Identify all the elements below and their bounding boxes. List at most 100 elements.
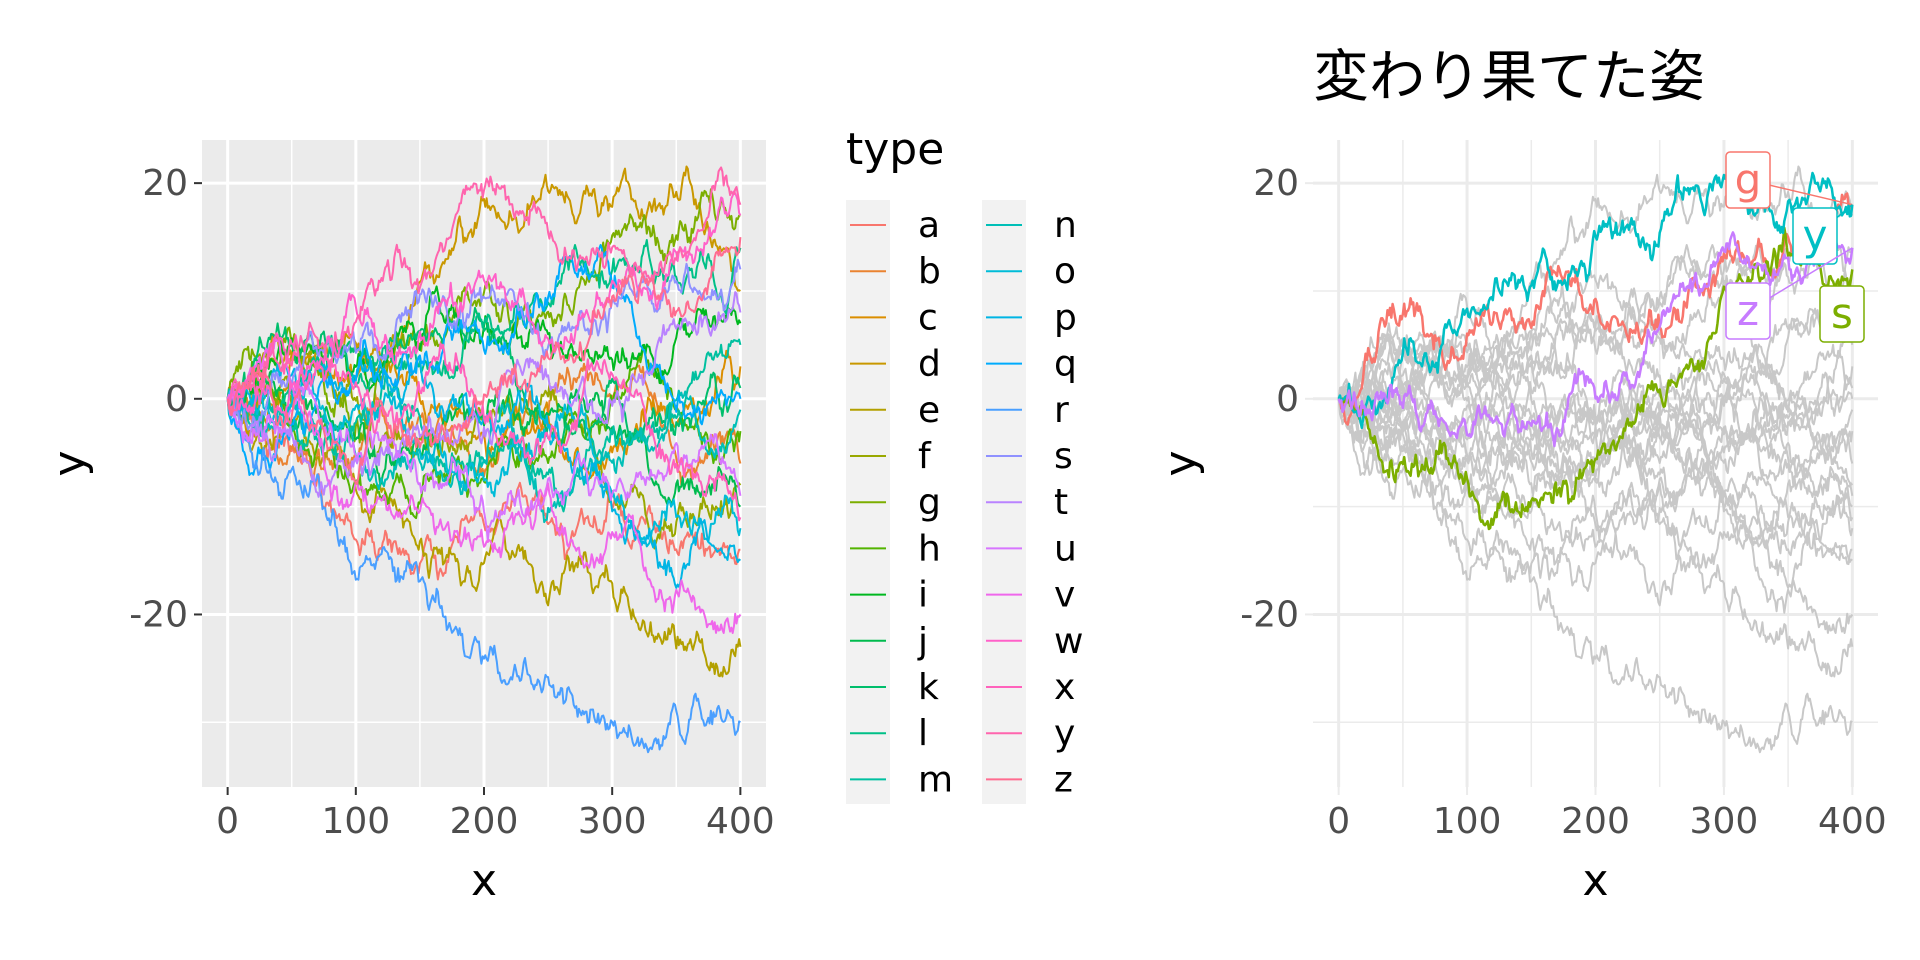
legend-item-m: m	[850, 759, 953, 800]
left-series-lines	[226, 165, 742, 754]
right-series-labels: g syz	[1725, 151, 1865, 343]
x-tick-label: 0	[1327, 801, 1350, 842]
legend-item-b: b	[850, 251, 941, 292]
x-tick-label: 300	[1690, 801, 1759, 842]
y-tick-label: 0	[165, 379, 188, 420]
x-tick-label: 300	[578, 801, 647, 842]
legend-item-t: t	[986, 482, 1068, 523]
legend-item-e: e	[850, 390, 940, 431]
series-line-z	[226, 237, 742, 485]
legend-label: m	[918, 759, 953, 800]
left-x-axis-title: x	[471, 855, 497, 906]
legend-item-i: i	[850, 575, 928, 616]
legend-label: d	[918, 344, 941, 385]
background-line-o	[1338, 376, 1854, 548]
series-line-v	[226, 335, 742, 634]
series-line-y	[226, 166, 742, 416]
background-line-x	[1337, 332, 1854, 522]
label-box-s	[1819, 285, 1865, 343]
legend-item-o: o	[986, 251, 1076, 292]
legend-item-p: p	[986, 297, 1077, 338]
legend-label: q	[1054, 344, 1077, 385]
legend-label: z	[1054, 759, 1073, 800]
legend-label: g	[918, 482, 941, 523]
label-box-g	[1725, 151, 1771, 209]
legend-item-r: r	[986, 390, 1069, 431]
highlight-line-z	[1337, 231, 1854, 448]
x-tick-label: 100	[321, 801, 390, 842]
legend-label: r	[1054, 390, 1069, 431]
legend-label: e	[918, 390, 940, 431]
legend-title: type	[846, 124, 944, 175]
legend-item-x: x	[986, 667, 1075, 708]
left-y-axis-title: y	[44, 450, 95, 476]
y-tick-label: -20	[1240, 594, 1299, 635]
legend-label: s	[1054, 436, 1073, 477]
legend-item-v: v	[986, 575, 1075, 616]
left-x-axis-ticks: 0 100 200 300 400	[216, 787, 775, 842]
legend-item-h: h	[850, 528, 941, 569]
label-box-z	[1725, 282, 1771, 340]
legend-item-f: f	[850, 436, 932, 477]
legend-label: l	[918, 713, 928, 754]
background-line-v	[1337, 335, 1854, 634]
legend-label: n	[1054, 205, 1077, 246]
x-tick-label: 400	[1818, 801, 1887, 842]
series-line-s	[226, 258, 742, 435]
legend-item-d: d	[850, 344, 941, 385]
series-label-z: z	[1737, 286, 1759, 335]
legend-item-c: c	[850, 297, 938, 338]
legend-label: a	[918, 205, 940, 246]
series-label-s: s	[1831, 289, 1853, 338]
right-y-axis-ticks: -20 0 20	[1240, 163, 1313, 635]
x-tick-label: 200	[450, 801, 519, 842]
right-x-axis-ticks: 0 100 200 300 400	[1327, 787, 1887, 842]
legend-label: y	[1054, 713, 1075, 754]
legend-label: o	[1054, 251, 1076, 292]
series-label-g: g	[1735, 155, 1762, 204]
y-tick-label: 20	[1253, 163, 1299, 204]
legend-label: v	[1054, 575, 1075, 616]
x-tick-label: 200	[1561, 801, 1630, 842]
legend-item-w: w	[986, 621, 1083, 662]
legend-item-n: n	[986, 205, 1077, 246]
series-line-l	[226, 239, 742, 432]
x-tick-label: 0	[216, 801, 239, 842]
right-chart-title: 変わり果てた姿	[1313, 45, 1705, 110]
chart-all-series: 0 100 200 300 400 -20 0 20 x y	[44, 140, 775, 906]
legend-item-u: u	[986, 528, 1077, 569]
label-box-y	[1792, 207, 1838, 265]
legend-label: x	[1054, 667, 1075, 708]
legend-item-g: g	[850, 482, 941, 523]
right-y-axis-title: y	[1155, 450, 1206, 476]
series-line-x	[226, 332, 742, 522]
background-line-k	[1337, 306, 1854, 449]
x-tick-label: 100	[1433, 801, 1502, 842]
left-y-axis-ticks: -20 0 20	[129, 163, 202, 635]
legend-label: c	[918, 297, 938, 338]
legend-label: t	[1054, 482, 1068, 523]
series-line-o	[227, 376, 742, 548]
legend-item-q: q	[986, 344, 1077, 385]
legend-item-y: y	[986, 713, 1075, 754]
legend-label: h	[918, 528, 941, 569]
y-tick-label: 0	[1276, 379, 1299, 420]
legend-label: i	[918, 575, 928, 616]
series-line-e	[227, 397, 742, 678]
series-line-t	[226, 291, 742, 498]
legend-label: f	[918, 436, 932, 477]
series-line-u	[226, 381, 742, 541]
background-line-j	[1337, 370, 1853, 508]
series-line-j	[226, 370, 742, 508]
legend-item-l: l	[850, 713, 928, 754]
legend-label: k	[918, 667, 939, 708]
right-x-axis-title: x	[1582, 855, 1608, 906]
legend-item-a: a	[850, 205, 940, 246]
series-line-g	[226, 188, 741, 444]
legend-label: j	[917, 621, 928, 662]
background-line-u	[1337, 381, 1854, 541]
highlight-line-s	[1338, 226, 1854, 531]
